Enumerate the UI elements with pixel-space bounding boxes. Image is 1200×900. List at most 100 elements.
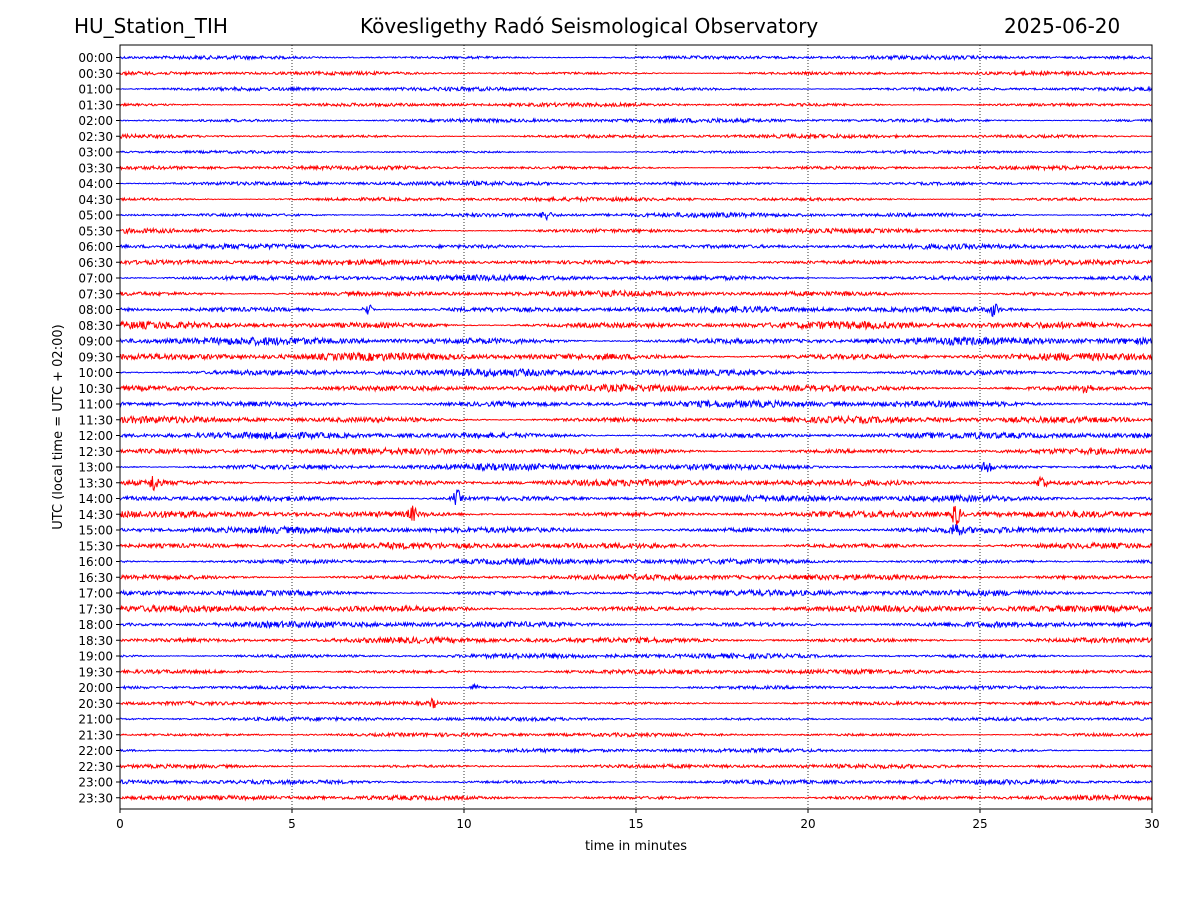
y-tick-label: 22:30 xyxy=(78,760,113,774)
y-tick-label: 17:00 xyxy=(78,587,113,601)
trace-1330 xyxy=(119,475,1153,492)
trace-2200 xyxy=(119,746,1153,755)
y-tick-label: 00:00 xyxy=(78,51,113,65)
trace-1530 xyxy=(119,541,1153,551)
trace-1300 xyxy=(119,461,1153,473)
y-tick-label: 20:30 xyxy=(78,697,113,711)
trace-0200 xyxy=(119,116,1153,125)
trace-0000 xyxy=(119,53,1152,62)
y-tick-label: 08:30 xyxy=(78,319,113,333)
trace-1000 xyxy=(119,367,1153,378)
trace-1030 xyxy=(119,383,1153,395)
trace-0530 xyxy=(119,226,1153,235)
y-tick-label: 13:00 xyxy=(78,461,113,475)
y-tick-label: 01:30 xyxy=(78,98,113,112)
trace-0900 xyxy=(119,336,1153,347)
trace-0700 xyxy=(119,273,1153,283)
y-tick-label: 12:30 xyxy=(78,445,113,459)
y-axis-label: UTC (local time = UTC + 02:00) xyxy=(51,324,66,529)
y-tick-label: 01:00 xyxy=(78,83,113,97)
y-tick-label: 20:00 xyxy=(78,681,113,695)
trace-1100 xyxy=(119,398,1153,409)
trace-0600 xyxy=(119,242,1153,251)
trace-0300 xyxy=(119,148,1153,155)
y-tick-label: 15:30 xyxy=(78,539,113,553)
x-axis-label: time in minutes xyxy=(585,839,687,854)
x-tick-label: 15 xyxy=(628,817,643,831)
trace-0400 xyxy=(119,179,1153,188)
y-tick-label: 17:30 xyxy=(78,602,113,616)
x-tick-label: 20 xyxy=(800,817,815,831)
trace-2130 xyxy=(119,731,1153,739)
x-tick-label: 30 xyxy=(1144,817,1159,831)
trace-1200 xyxy=(119,431,1153,441)
y-tick-label: 16:30 xyxy=(78,571,113,585)
y-tick-label: 19:00 xyxy=(78,650,113,664)
trace-0030 xyxy=(119,69,1153,77)
trace-0500 xyxy=(119,210,1153,222)
trace-0330 xyxy=(119,164,1153,172)
trace-2000 xyxy=(119,682,1153,691)
trace-1130 xyxy=(119,414,1153,425)
trace-2330 xyxy=(119,793,1153,802)
trace-1500 xyxy=(119,524,1153,536)
y-tick-label: 23:00 xyxy=(78,776,113,790)
trace-2030 xyxy=(119,697,1153,709)
y-tick-label: 09:00 xyxy=(78,335,113,349)
x-axis-ticks: 0 5 10 15 20 25 30 xyxy=(116,809,1160,831)
trace-1800 xyxy=(119,619,1153,630)
y-tick-label: 11:00 xyxy=(78,398,113,412)
chart-date: 2025-06-20 xyxy=(1004,14,1121,38)
x-tick-label: 25 xyxy=(972,817,987,831)
y-tick-label: 18:30 xyxy=(78,634,113,648)
y-tick-label: 21:00 xyxy=(78,713,113,727)
trace-0830 xyxy=(119,320,1153,331)
trace-1430 xyxy=(119,505,1153,526)
trace-2100 xyxy=(119,715,1153,723)
y-tick-label: 15:00 xyxy=(78,524,113,538)
y-tick-label: 12:00 xyxy=(78,429,113,443)
y-tick-label: 04:30 xyxy=(78,193,113,207)
y-tick-label: 14:00 xyxy=(78,492,113,506)
trace-1700 xyxy=(119,588,1153,598)
y-tick-label: 06:30 xyxy=(78,256,113,270)
x-tick-label: 10 xyxy=(456,817,471,831)
trace-0630 xyxy=(119,258,1153,267)
y-tick-label: 05:00 xyxy=(78,209,113,223)
grid-lines xyxy=(291,45,981,809)
station-name: HU_Station_TIH xyxy=(74,14,228,38)
trace-1600 xyxy=(119,557,1153,566)
y-tick-label: 10:30 xyxy=(78,382,113,396)
trace-0230 xyxy=(119,132,1153,140)
y-tick-label: 07:00 xyxy=(78,272,113,286)
y-tick-label: 14:30 xyxy=(78,508,113,522)
trace-1930 xyxy=(119,667,1153,676)
seismic-traces xyxy=(119,53,1153,802)
y-tick-label: 02:00 xyxy=(78,114,113,128)
trace-0930 xyxy=(119,351,1153,362)
y-tick-label: 07:30 xyxy=(78,287,113,301)
trace-0100 xyxy=(120,85,1153,93)
y-tick-label: 13:30 xyxy=(78,476,113,490)
y-tick-label: 10:00 xyxy=(78,366,113,380)
trace-0730 xyxy=(119,289,1153,298)
y-tick-label: 18:00 xyxy=(78,618,113,632)
trace-1630 xyxy=(120,573,1153,582)
y-tick-label: 19:30 xyxy=(78,665,113,679)
trace-1830 xyxy=(119,635,1153,645)
x-tick-label: 0 xyxy=(116,817,124,831)
trace-1730 xyxy=(119,603,1153,614)
trace-0800 xyxy=(119,303,1153,318)
trace-0430 xyxy=(119,195,1153,203)
y-tick-label: 04:00 xyxy=(78,177,113,191)
x-tick-label: 5 xyxy=(288,817,296,831)
trace-0130 xyxy=(119,101,1153,109)
y-tick-label: 08:00 xyxy=(78,303,113,317)
trace-1900 xyxy=(119,652,1153,661)
y-tick-label: 03:30 xyxy=(78,161,113,175)
y-tick-label: 21:30 xyxy=(78,728,113,742)
y-tick-label: 22:00 xyxy=(78,744,113,758)
chart-title: Kövesligethy Radó Seismological Observat… xyxy=(360,14,819,38)
